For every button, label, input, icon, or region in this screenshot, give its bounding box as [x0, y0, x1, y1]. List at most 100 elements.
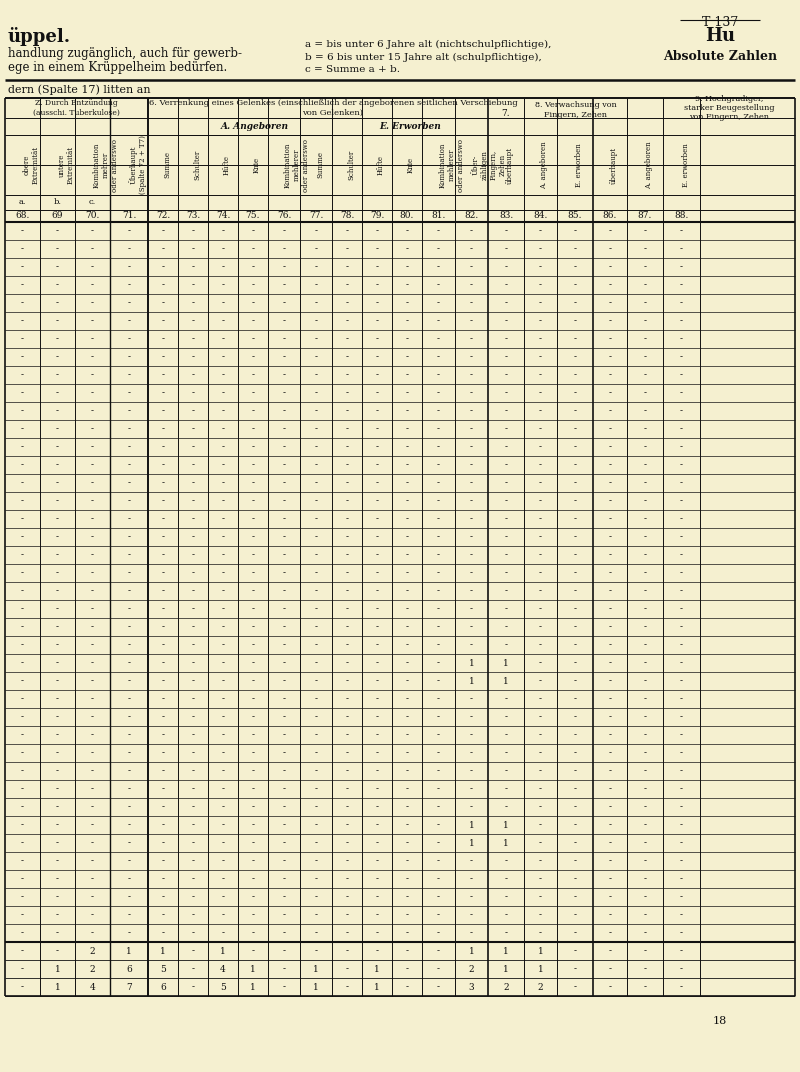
Text: -: -	[375, 496, 378, 506]
Text: -: -	[539, 857, 542, 865]
Text: -: -	[574, 226, 577, 236]
Text: c = Summe a + b.: c = Summe a + b.	[305, 65, 400, 74]
Text: -: -	[127, 658, 130, 668]
Text: -: -	[91, 226, 94, 236]
Text: -: -	[91, 893, 94, 902]
Text: -: -	[127, 263, 130, 271]
Text: -: -	[375, 893, 378, 902]
Text: -: -	[282, 425, 286, 433]
Text: -: -	[56, 893, 59, 902]
Text: 87.: 87.	[638, 211, 652, 221]
Text: -: -	[375, 461, 378, 470]
Text: -: -	[56, 623, 59, 631]
Text: -: -	[437, 605, 440, 613]
Text: -: -	[346, 658, 349, 668]
Text: -: -	[680, 478, 683, 488]
Text: -: -	[251, 443, 254, 451]
Text: -: -	[162, 353, 165, 361]
Text: -: -	[282, 496, 286, 506]
Text: -: -	[56, 461, 59, 470]
Text: -: -	[56, 281, 59, 289]
Text: -: -	[91, 425, 94, 433]
Text: -: -	[56, 730, 59, 740]
Text: -: -	[574, 371, 577, 379]
Text: -: -	[56, 676, 59, 685]
Text: -: -	[375, 676, 378, 685]
Text: Z. Durch Entzündung
(ausschi. Tuberkulose): Z. Durch Entzündung (ausschi. Tuberkulos…	[33, 100, 120, 117]
Text: -: -	[470, 551, 473, 560]
Text: -: -	[346, 568, 349, 578]
Text: -: -	[609, 947, 611, 955]
Text: -: -	[222, 910, 225, 920]
Text: -: -	[127, 281, 130, 289]
Text: 79.: 79.	[370, 211, 384, 221]
Text: -: -	[406, 478, 409, 488]
Text: -: -	[346, 893, 349, 902]
Text: -: -	[91, 461, 94, 470]
Text: 69: 69	[52, 211, 63, 221]
Text: -: -	[643, 658, 646, 668]
Text: -: -	[222, 353, 225, 361]
Text: -: -	[282, 605, 286, 613]
Text: -: -	[127, 586, 130, 596]
Text: 72.: 72.	[156, 211, 170, 221]
Text: -: -	[314, 244, 318, 253]
Text: Summe: Summe	[316, 151, 324, 179]
Text: -: -	[127, 226, 130, 236]
Text: -: -	[251, 893, 254, 902]
Text: -: -	[162, 461, 165, 470]
Text: -: -	[643, 406, 646, 416]
Text: -: -	[470, 785, 473, 793]
Text: -: -	[574, 533, 577, 541]
Text: -: -	[251, 820, 254, 830]
Text: -: -	[56, 496, 59, 506]
Text: -: -	[539, 910, 542, 920]
Text: -: -	[127, 353, 130, 361]
Text: Knie: Knie	[407, 157, 415, 173]
Text: -: -	[21, 713, 24, 721]
Text: -: -	[251, 478, 254, 488]
Text: -: -	[314, 605, 318, 613]
Text: -: -	[609, 226, 611, 236]
Text: -: -	[251, 785, 254, 793]
Text: 7.: 7.	[502, 108, 510, 118]
Text: -: -	[643, 244, 646, 253]
Text: -: -	[375, 586, 378, 596]
Text: -: -	[162, 766, 165, 775]
Text: -: -	[470, 353, 473, 361]
Text: -: -	[191, 515, 194, 523]
Text: -: -	[346, 820, 349, 830]
Text: -: -	[191, 334, 194, 343]
Text: Summe: Summe	[163, 151, 171, 179]
Text: -: -	[21, 371, 24, 379]
Text: -: -	[346, 676, 349, 685]
Text: -: -	[680, 425, 683, 433]
Text: -: -	[21, 640, 24, 650]
Text: -: -	[56, 586, 59, 596]
Text: -: -	[643, 785, 646, 793]
Text: -: -	[282, 658, 286, 668]
Text: -: -	[437, 406, 440, 416]
Text: E. Erworben: E. Erworben	[379, 122, 441, 131]
Text: -: -	[375, 263, 378, 271]
Text: -: -	[574, 965, 577, 973]
Text: -: -	[127, 803, 130, 812]
Text: -: -	[470, 748, 473, 758]
Text: -: -	[282, 478, 286, 488]
Text: -: -	[470, 623, 473, 631]
Text: -: -	[191, 947, 194, 955]
Text: -: -	[505, 226, 507, 236]
Text: 2: 2	[538, 983, 543, 992]
Text: -: -	[680, 947, 683, 955]
Text: -: -	[437, 515, 440, 523]
Text: -: -	[314, 623, 318, 631]
Text: -: -	[643, 713, 646, 721]
Text: -: -	[406, 226, 409, 236]
Text: T 137: T 137	[702, 16, 738, 29]
Text: -: -	[222, 568, 225, 578]
Text: -: -	[505, 640, 507, 650]
Text: -: -	[191, 875, 194, 883]
Text: -: -	[375, 406, 378, 416]
Text: -: -	[470, 496, 473, 506]
Text: -: -	[127, 820, 130, 830]
